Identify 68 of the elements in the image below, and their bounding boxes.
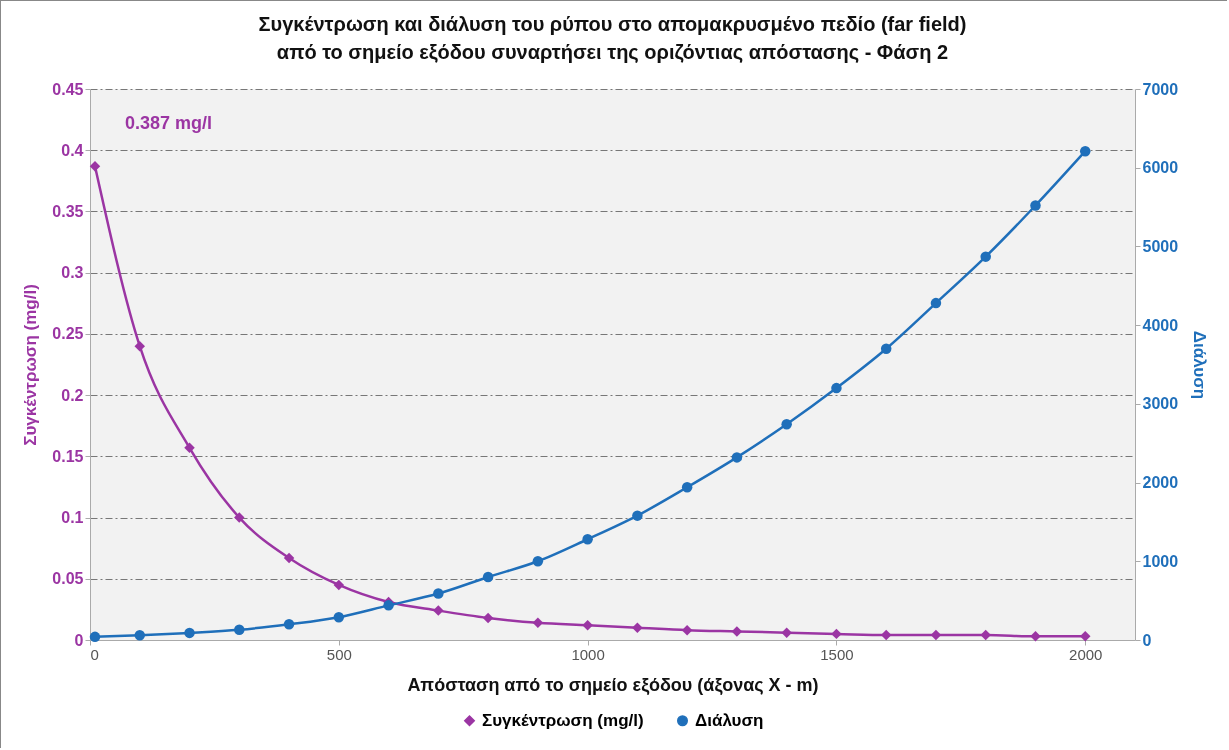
y-tick-label: 0.2 bbox=[61, 386, 84, 404]
y-tick-label: 0.45 bbox=[52, 80, 84, 98]
y-tick-label: 0.4 bbox=[61, 141, 84, 159]
point bbox=[532, 617, 544, 629]
y-tick-label: 0.35 bbox=[52, 202, 84, 220]
point bbox=[681, 624, 693, 636]
point bbox=[1030, 200, 1041, 211]
point bbox=[482, 571, 494, 583]
point bbox=[781, 419, 792, 430]
point bbox=[632, 622, 643, 633]
y2-tick-label: 0 bbox=[1142, 631, 1152, 649]
y-tick-label: 0.25 bbox=[52, 325, 84, 343]
y2-tick-label: 1000 bbox=[1142, 552, 1179, 570]
point bbox=[234, 624, 245, 635]
point bbox=[880, 343, 892, 354]
point bbox=[283, 619, 295, 630]
point bbox=[383, 600, 394, 611]
point bbox=[582, 620, 593, 631]
chart-title: Συγκέντρωση και διάλυση του ρύπου στο απομακρυσμένο πεδίο (far field) από το σημείο εξόδου συναρτήσει της οριζόντιας απόστασης - Φάση 2 bbox=[258, 13, 967, 63]
x-tick-label: 1500 bbox=[820, 645, 854, 663]
y2-tick-label: 3000 bbox=[1142, 395, 1179, 413]
point bbox=[184, 442, 195, 454]
y-tick-label: 0.3 bbox=[61, 264, 84, 282]
point bbox=[582, 534, 593, 545]
point bbox=[433, 588, 444, 599]
point bbox=[980, 629, 991, 641]
y2-tick-label: 6000 bbox=[1142, 159, 1179, 177]
x-tick-label: 2000 bbox=[1069, 645, 1103, 663]
y-axis-title: Συγκέντρωση (mg/l) bbox=[21, 284, 41, 446]
annotation: 0.387 mg/l bbox=[124, 113, 213, 134]
point bbox=[681, 482, 693, 493]
point bbox=[831, 382, 842, 394]
point bbox=[184, 627, 195, 639]
x-tick-label: 0 bbox=[90, 645, 99, 663]
legend-label: Διάλυση bbox=[695, 710, 764, 730]
point bbox=[89, 631, 101, 643]
point bbox=[89, 160, 101, 172]
point bbox=[980, 251, 991, 262]
point bbox=[731, 452, 743, 463]
y2-axis-title: Διάλυση bbox=[1190, 330, 1210, 400]
point bbox=[1030, 631, 1041, 642]
point bbox=[1079, 145, 1091, 157]
x-axis-title: Απόσταση από το σημείο εξόδου (άξονας X - m) bbox=[407, 674, 819, 696]
y2-tick-label: 4000 bbox=[1142, 316, 1179, 334]
y2-tick-label: 2000 bbox=[1142, 474, 1179, 492]
point bbox=[632, 510, 643, 521]
y-tick-label: 0.05 bbox=[52, 570, 84, 588]
point bbox=[930, 297, 942, 309]
point bbox=[532, 556, 544, 567]
point bbox=[333, 611, 345, 623]
point bbox=[433, 605, 444, 616]
point bbox=[134, 340, 146, 352]
point bbox=[283, 552, 295, 564]
point bbox=[731, 626, 743, 637]
y2-tick-label: 5000 bbox=[1142, 237, 1179, 255]
x-tick-label: 1000 bbox=[571, 645, 605, 663]
y-tick-label: 0.1 bbox=[61, 509, 84, 527]
y2-tick-label: 7000 bbox=[1142, 80, 1179, 98]
point bbox=[134, 630, 146, 641]
legend-label: Συγκέντρωση (mg/l) bbox=[482, 710, 644, 730]
y-tick-label: 0.15 bbox=[52, 447, 84, 465]
point bbox=[482, 612, 494, 624]
point bbox=[781, 627, 792, 638]
y-tick-label: 0 bbox=[74, 631, 84, 649]
point bbox=[234, 512, 245, 523]
x-tick-label: 500 bbox=[326, 645, 352, 663]
point bbox=[333, 579, 345, 591]
point bbox=[831, 628, 842, 640]
